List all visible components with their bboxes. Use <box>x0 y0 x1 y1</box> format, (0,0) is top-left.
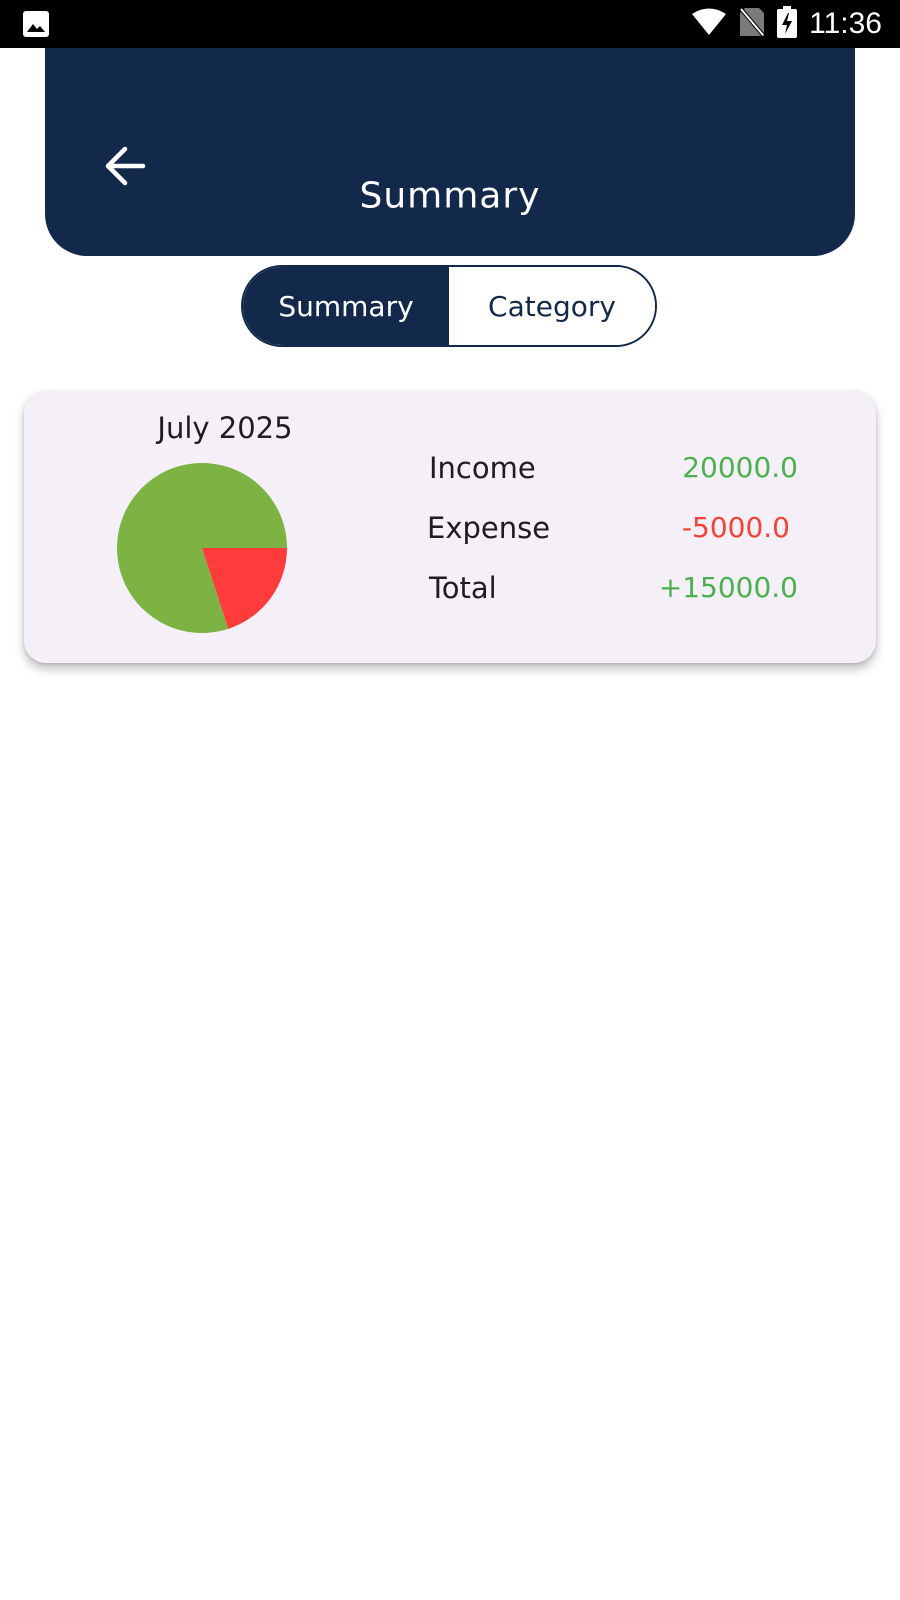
status-time: 11:36 <box>809 7 882 40</box>
view-tabs: Summary Category <box>241 265 657 347</box>
income-label: Income <box>429 451 536 485</box>
battery-charging-icon <box>777 6 798 42</box>
pie-slice-income <box>117 463 287 633</box>
tab-category[interactable]: Category <box>449 267 655 345</box>
arrow-left-icon <box>103 144 147 192</box>
expense-label: Expense <box>427 511 551 545</box>
expense-row: Expense -5000.0 <box>24 511 876 557</box>
app-header: Summary <box>45 48 855 256</box>
page-title: Summary <box>359 175 541 217</box>
status-bar: 11:36 <box>0 0 900 48</box>
tab-summary[interactable]: Summary <box>243 267 449 345</box>
total-label: Total <box>429 571 497 605</box>
pie-slice-expense <box>202 548 287 629</box>
image-icon <box>22 10 50 38</box>
wifi-icon <box>691 8 727 40</box>
total-value: +15000.0 <box>658 571 798 604</box>
income-row: Income 20000.0 <box>24 451 876 497</box>
income-value: 20000.0 <box>682 451 798 484</box>
expense-value: -5000.0 <box>681 511 790 544</box>
no-sim-icon <box>739 7 765 41</box>
back-button[interactable] <box>101 144 149 192</box>
total-row: Total +15000.0 <box>24 571 876 617</box>
summary-pie-chart <box>117 463 287 633</box>
month-title: July 2025 <box>157 411 293 445</box>
